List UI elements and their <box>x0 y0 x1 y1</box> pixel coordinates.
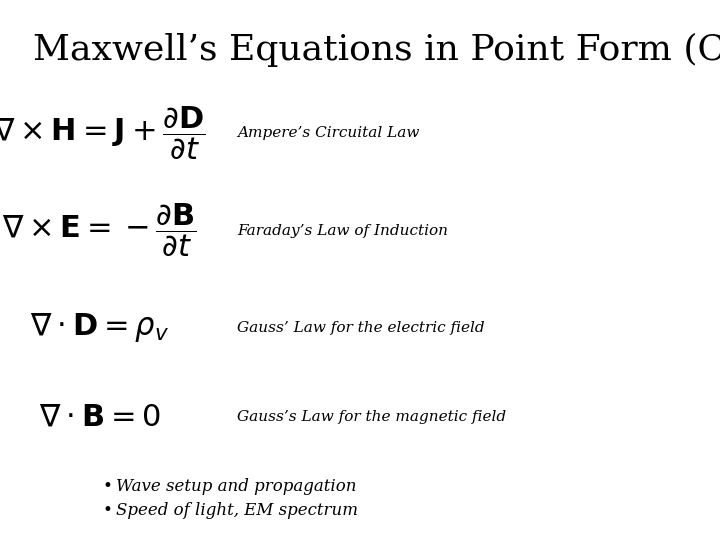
Text: $\nabla \times \mathbf{H} = \mathbf{J} + \dfrac{\partial \mathbf{D}}{\partial t}: $\nabla \times \mathbf{H} = \mathbf{J} +… <box>0 104 206 162</box>
Text: $\nabla \times \mathbf{E} = -\dfrac{\partial \mathbf{B}}{\partial t}$: $\nabla \times \mathbf{E} = -\dfrac{\par… <box>2 202 197 259</box>
Text: Gauss’s Law for the magnetic field: Gauss’s Law for the magnetic field <box>237 410 506 424</box>
Text: $\nabla \cdot \mathbf{B} = 0$: $\nabla \cdot \mathbf{B} = 0$ <box>39 403 161 432</box>
Text: $\nabla \cdot \mathbf{D} = \rho_v$: $\nabla \cdot \mathbf{D} = \rho_v$ <box>30 312 169 345</box>
Text: •: • <box>102 478 112 495</box>
Text: Ampere’s Circuital Law: Ampere’s Circuital Law <box>237 126 419 140</box>
Text: Maxwell’s Equations in Point Form (Complete): Maxwell’s Equations in Point Form (Compl… <box>33 33 720 68</box>
Text: •: • <box>102 502 112 519</box>
Text: Faraday’s Law of Induction: Faraday’s Law of Induction <box>237 224 448 238</box>
Text: Wave setup and propagation: Wave setup and propagation <box>117 478 357 495</box>
Text: Gauss’ Law for the electric field: Gauss’ Law for the electric field <box>237 321 485 335</box>
Text: Speed of light, EM spectrum: Speed of light, EM spectrum <box>117 502 359 519</box>
